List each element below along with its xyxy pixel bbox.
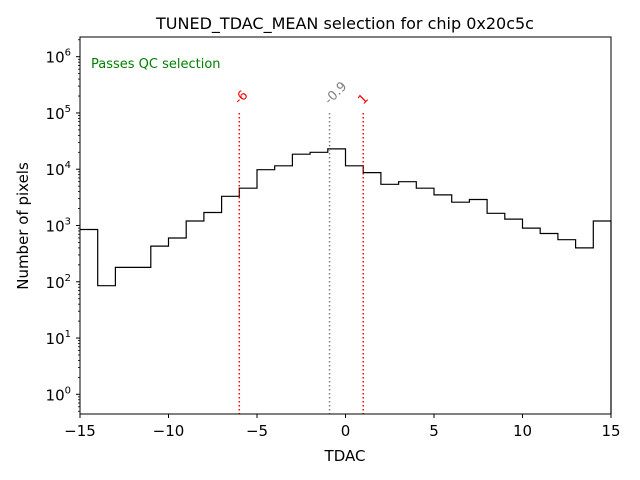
histogram-bin: [434, 195, 452, 414]
cut-line-label: 1: [355, 91, 371, 107]
y-tick-label: 106: [46, 48, 71, 67]
x-axis-label: TDAC: [324, 447, 366, 465]
histogram-bin: [80, 229, 98, 414]
histogram-bin: [257, 170, 275, 414]
histogram-bin: [186, 221, 204, 414]
histogram-bin: [328, 149, 346, 414]
x-tick-label: 15: [601, 422, 620, 440]
cut-line-label: -0.9: [322, 79, 351, 108]
histogram-bin: [363, 173, 381, 414]
histogram-bin: [558, 240, 576, 414]
histogram-bin: [275, 166, 293, 414]
histogram-bin: [505, 219, 523, 414]
histogram-bin: [169, 238, 187, 414]
histogram-bin: [292, 154, 310, 414]
histogram-bin: [222, 196, 240, 414]
y-axis-label: Number of pixels: [14, 162, 32, 290]
histogram-bin: [151, 246, 169, 414]
y-tick-label: 100: [46, 385, 71, 404]
cut-line-label: -6: [232, 88, 252, 108]
x-tick-label: 0: [341, 422, 351, 440]
y-tick-label: 102: [46, 273, 71, 292]
histogram-outline: [80, 148, 612, 414]
histogram-bin: [593, 221, 611, 414]
x-tick-label: −5: [246, 422, 268, 440]
histogram-bin: [487, 213, 505, 414]
histogram-bin: [416, 188, 434, 414]
histogram-bin: [399, 182, 417, 414]
histogram-bin: [540, 234, 558, 414]
histogram-bin: [452, 202, 470, 414]
y-tick-label: 105: [46, 104, 71, 123]
histogram-bin: [469, 199, 487, 414]
y-tick-label: 103: [46, 217, 71, 236]
histogram-bin: [204, 213, 222, 414]
histogram-bin: [523, 228, 541, 414]
x-tick-label: 10: [513, 422, 532, 440]
chart-title: TUNED_TDAC_MEAN selection for chip 0x20c…: [155, 14, 534, 34]
y-tick-label: 101: [46, 329, 71, 348]
x-tick-label: −10: [153, 422, 185, 440]
histogram-bin: [310, 152, 328, 414]
y-tick-label: 104: [46, 160, 71, 179]
histogram-bin: [98, 286, 116, 414]
histogram-bin: [346, 166, 364, 414]
histogram-bin: [576, 248, 594, 414]
qc-status-text: Passes QC selection: [91, 57, 221, 72]
plot-area: -6 -0.9 1 −15 −10 −5 0 5 10 15 100 101 102 103 104 105 1…: [46, 36, 621, 440]
histogram-bin: [115, 267, 133, 414]
x-tick-label: −15: [64, 422, 96, 440]
histogram-bin: [133, 267, 151, 414]
histogram-bin: [239, 188, 257, 414]
histogram-bin: [381, 184, 399, 414]
x-tick-label: 5: [429, 422, 439, 440]
